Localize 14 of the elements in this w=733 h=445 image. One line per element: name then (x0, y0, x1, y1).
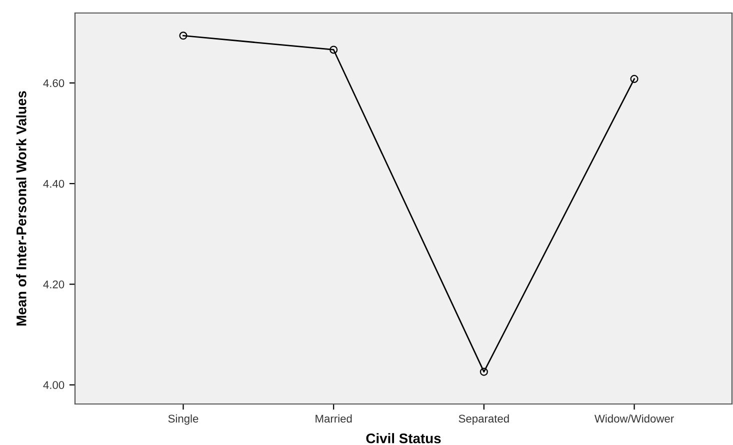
y-tick-label: 4.00 (43, 381, 64, 390)
y-axis-title: Mean of Inter-Personal Work Values (16, 91, 26, 326)
point (630, 74, 638, 83)
y-tick-label: 4.40 (43, 180, 64, 188)
x-tick-label: Single (168, 414, 198, 425)
y-tick-label: 4.60 (43, 79, 64, 88)
point (480, 368, 488, 376)
point (179, 32, 188, 40)
x-axis-title: Civil Status (366, 433, 441, 444)
x-tick-label: Married (316, 414, 352, 423)
x-tick-label: Separated (458, 414, 509, 425)
point (330, 46, 338, 54)
x-tick-label: Widow/Widower (594, 414, 674, 423)
y-tick-label: 4.20 (43, 280, 64, 288)
